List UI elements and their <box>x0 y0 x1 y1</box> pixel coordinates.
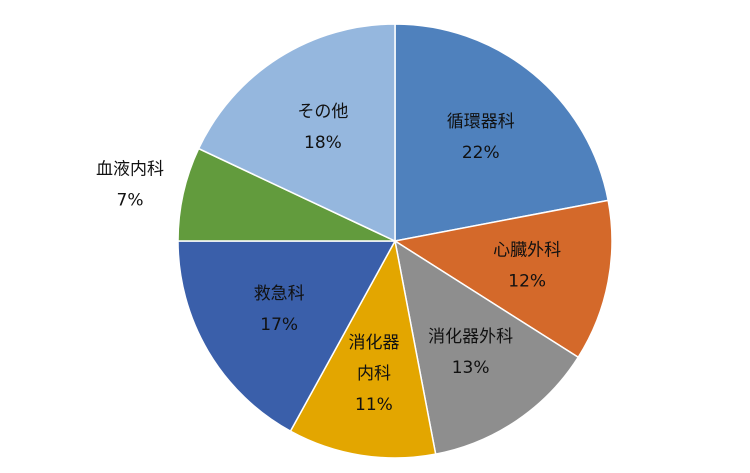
slice-label-6: 血液内科 7% <box>96 160 164 211</box>
slice-name: 内科 <box>357 364 391 384</box>
slice-value-label: 17% <box>260 315 298 335</box>
pie-slice-4 <box>289 238 437 459</box>
slice-name: 循環器科 <box>447 112 515 132</box>
slice-name: その他 <box>297 102 348 122</box>
slice-label-5: 救急科 17% <box>254 284 305 335</box>
slice-name: 救急科 <box>254 284 305 304</box>
pie-slices <box>177 23 613 459</box>
pie-slice-7 <box>197 23 396 243</box>
slice-name: 心臓外科 <box>493 241 561 261</box>
slice-name: 血液内科 <box>96 160 164 180</box>
slice-label-7: その他 18% <box>297 102 348 153</box>
slice-label-2: 心臓外科 12% <box>493 241 561 292</box>
slice-name: 消化器外科 <box>428 327 513 347</box>
pie-slice-1 <box>394 23 610 242</box>
pie-slice-5 <box>177 240 397 433</box>
pie-slice-2 <box>392 199 613 359</box>
slice-value-label: 12% <box>508 272 546 292</box>
slice-label-3: 消化器外科 13% <box>428 327 513 378</box>
slice-value-label: 22% <box>462 143 500 163</box>
pie-slice-3 <box>393 239 580 456</box>
slice-value-label: 11% <box>355 395 393 415</box>
slice-label-1: 循環器科 22% <box>447 112 515 163</box>
slice-name: 消化器 <box>348 333 399 353</box>
slice-value-label: 7% <box>117 191 144 211</box>
slice-value-label: 13% <box>452 358 490 378</box>
slice-value-label: 18% <box>304 133 342 153</box>
